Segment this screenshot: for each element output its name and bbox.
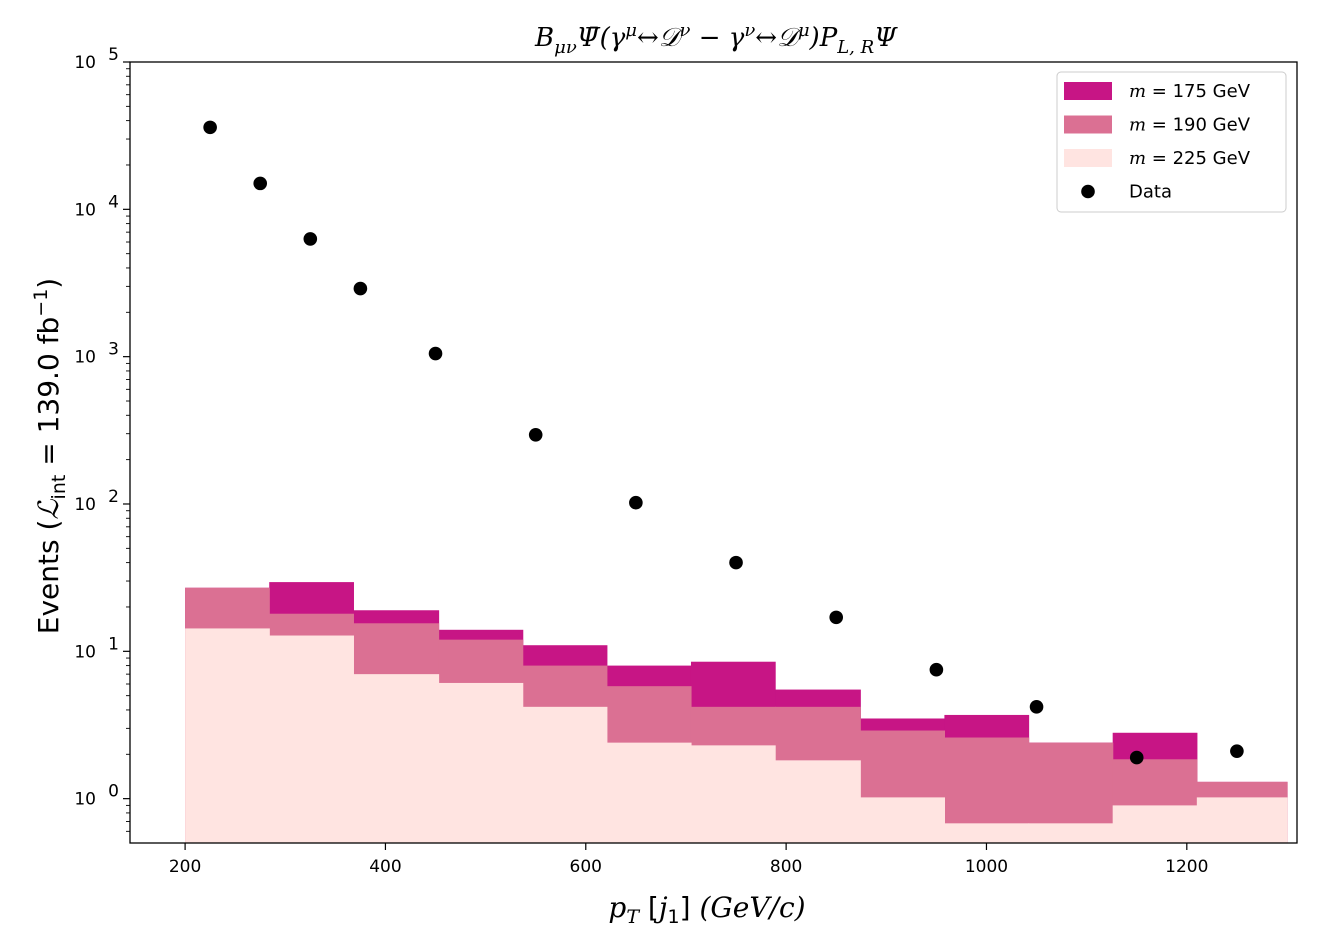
legend-label-2: m = 225 GeV bbox=[1129, 148, 1251, 169]
data-point-11 bbox=[1129, 750, 1144, 765]
x-tick-label-4: 1000 bbox=[965, 857, 1008, 877]
y-tick-label-4: 10 bbox=[74, 200, 96, 220]
y-tick-exponent-1: 1 bbox=[108, 634, 119, 654]
x-tick-label-5: 1200 bbox=[1165, 857, 1208, 877]
legend-swatch-2 bbox=[1064, 149, 1112, 167]
hist-bar-m225-bin-10 bbox=[1028, 823, 1114, 843]
y-tick-label-1: 10 bbox=[74, 642, 96, 662]
data-point-5 bbox=[528, 427, 543, 442]
data-point-7 bbox=[729, 555, 743, 570]
hist-bar-m225-bin-7 bbox=[775, 760, 861, 843]
hist-bar-m225-bin-4 bbox=[522, 706, 608, 843]
x-tick-label-0: 200 bbox=[169, 857, 201, 877]
hist-bar-m225-bin-11 bbox=[1112, 805, 1198, 843]
data-point-0 bbox=[203, 120, 217, 135]
data-point-9 bbox=[929, 662, 944, 677]
x-axis-label: pT [j1] (GeV/c) bbox=[608, 891, 805, 928]
y-tick-label-0: 10 bbox=[74, 790, 96, 810]
x-tick-label-3: 800 bbox=[770, 857, 802, 877]
y-tick-label-5: 10 bbox=[74, 53, 96, 73]
y-axis: 10 0 10 1 10 2 10 3 10 4 10 5 bbox=[74, 45, 130, 832]
x-axis: 200 400 600 800 1000 1200 bbox=[169, 843, 1208, 877]
legend-frame bbox=[1056, 71, 1287, 213]
hist-bar-m225-bin-2 bbox=[353, 674, 440, 843]
legend: m = 175 GeV m = 190 GeV m = 225 GeV Data bbox=[1056, 71, 1287, 213]
x-tick-label-1: 400 bbox=[369, 857, 401, 877]
legend-label-0: m = 175 GeV bbox=[1129, 81, 1251, 102]
legend-label-3: Data bbox=[1129, 182, 1172, 203]
hist-bar-m225-bin-12 bbox=[1196, 797, 1288, 843]
hist-bar-m225-bin-8 bbox=[860, 797, 945, 843]
y-tick-exponent-0: 0 bbox=[108, 782, 119, 802]
chart-title: BμνΨ̄(γμ↔𝒟ν − γν↔𝒟μ)PL, RΨ bbox=[534, 20, 898, 58]
hist-bar-m225-bin-1 bbox=[269, 635, 354, 843]
legend-label-1: m = 190 GeV bbox=[1129, 115, 1251, 136]
hist-bar-m225-bin-3 bbox=[438, 682, 524, 843]
y-tick-exponent-4: 4 bbox=[108, 192, 119, 212]
data-point-12 bbox=[1230, 744, 1244, 758]
y-tick-label-3: 10 bbox=[74, 348, 96, 368]
data-point-10 bbox=[1029, 700, 1044, 714]
legend-swatch-1 bbox=[1064, 115, 1112, 134]
x-tick-label-2: 600 bbox=[570, 857, 602, 877]
y-tick-exponent-2: 2 bbox=[108, 487, 119, 507]
data-point-3 bbox=[353, 281, 368, 296]
hist-bar-m225-bin-6 bbox=[690, 745, 776, 843]
data-point-2 bbox=[303, 232, 318, 246]
hist-bar-m225-bin-9 bbox=[944, 823, 1030, 843]
hist-bar-m225-bin-0 bbox=[185, 628, 270, 843]
y-tick-exponent-5: 5 bbox=[108, 45, 119, 65]
data-point-6 bbox=[629, 495, 643, 510]
y-tick-exponent-3: 3 bbox=[108, 340, 119, 360]
plot-area bbox=[129, 61, 1298, 844]
data-point-4 bbox=[428, 346, 443, 361]
legend-swatch-0 bbox=[1064, 82, 1112, 100]
data-point-1 bbox=[253, 176, 268, 191]
y-axis-label: Events (ℒint = 139.0 fb−1) bbox=[30, 278, 70, 634]
legend-marker-3 bbox=[1081, 184, 1095, 199]
plot-frame bbox=[129, 61, 1298, 844]
hist-bar-m225-bin-5 bbox=[606, 742, 692, 843]
y-tick-label-2: 10 bbox=[74, 495, 96, 515]
data-point-8 bbox=[829, 610, 844, 625]
